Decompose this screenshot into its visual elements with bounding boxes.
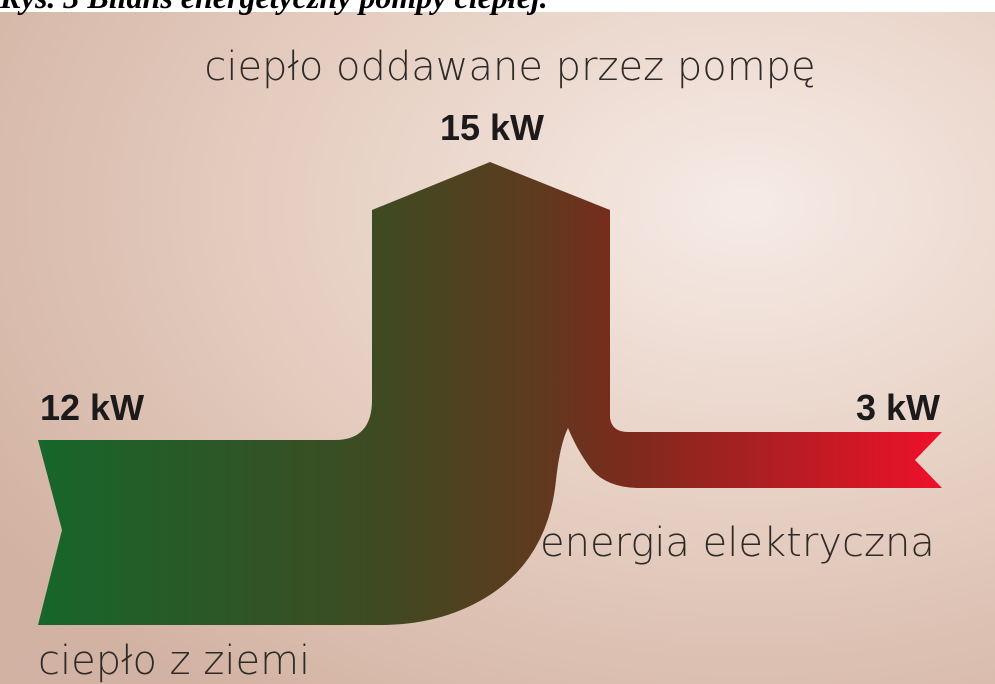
top-value: 15 kW [440,107,544,148]
right-value: 3 kW [856,387,940,428]
energy-flow [38,162,942,625]
right-label: energia elektryczna [540,520,935,566]
left-label: ciepło z ziemi [38,638,310,684]
caption-strip [0,0,995,12]
caption: Rys. 3 Bilans energetyczny pompy ciepłej… [0,0,548,15]
top-label: ciepło oddawane przez pompę [204,44,815,90]
left-value: 12 kW [40,387,144,428]
